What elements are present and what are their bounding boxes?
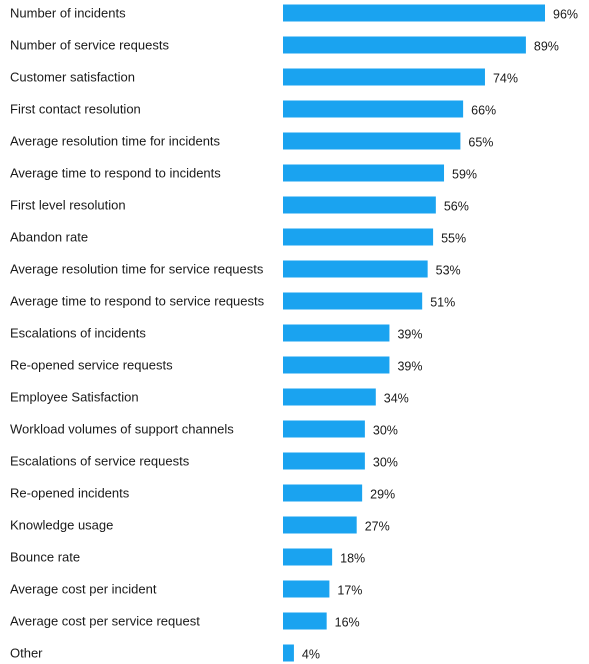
value-label: 30% [373,424,398,438]
value-label: 66% [471,104,496,118]
category-label: First level resolution [10,198,126,213]
bar [283,164,445,182]
bar [283,420,365,438]
bar [283,100,464,118]
bar [283,36,526,54]
category-label: Other [10,646,43,661]
value-label: 51% [430,296,455,310]
bar [283,228,434,246]
value-label: 16% [335,616,360,630]
bar [283,4,545,22]
category-label: First contact resolution [10,102,141,117]
bar [283,612,327,630]
value-label: 53% [436,264,461,278]
category-label: Re-opened service requests [10,358,173,373]
value-label: 39% [397,360,422,374]
category-label: Average time to respond to incidents [10,166,221,181]
category-label: Number of service requests [10,38,169,53]
category-label: Average cost per service request [10,614,200,629]
bar [283,484,363,502]
value-label: 56% [444,200,469,214]
bar [283,292,423,310]
value-label: 29% [370,488,395,502]
category-label: Average time to respond to service reque… [10,294,265,309]
value-label: 65% [468,136,493,150]
category-label: Knowledge usage [10,518,113,533]
bar [283,68,485,86]
category-label: Workload volumes of support channels [10,422,234,437]
bar [283,644,294,662]
category-label: Employee Satisfaction [10,390,139,405]
value-label: 96% [553,8,578,22]
value-label: 34% [384,392,409,406]
bar [283,260,428,278]
category-label: Average cost per incident [10,582,157,597]
category-label: Number of incidents [10,6,126,21]
category-label: Escalations of service requests [10,454,190,469]
bar [283,356,390,374]
category-label: Escalations of incidents [10,326,146,341]
value-label: 27% [365,520,390,534]
category-label: Average resolution time for service requ… [10,262,264,277]
bar [283,196,436,214]
bar [283,388,376,406]
bar [283,548,333,566]
value-label: 30% [373,456,398,470]
bar [283,452,365,470]
category-label: Customer satisfaction [10,70,135,85]
value-label: 18% [340,552,365,566]
category-label: Average resolution time for incidents [10,134,221,149]
value-label: 39% [397,328,422,342]
category-label: Bounce rate [10,550,80,565]
value-label: 89% [534,40,559,54]
bar [283,132,461,150]
value-label: 17% [337,584,362,598]
category-label: Abandon rate [10,230,88,245]
value-label: 4% [302,648,320,662]
value-label: 55% [441,232,466,246]
category-label: Re-opened incidents [10,486,130,501]
value-label: 74% [493,72,518,86]
value-label: 59% [452,168,477,182]
bar [283,580,330,598]
bar [283,324,390,342]
bar [283,516,357,534]
